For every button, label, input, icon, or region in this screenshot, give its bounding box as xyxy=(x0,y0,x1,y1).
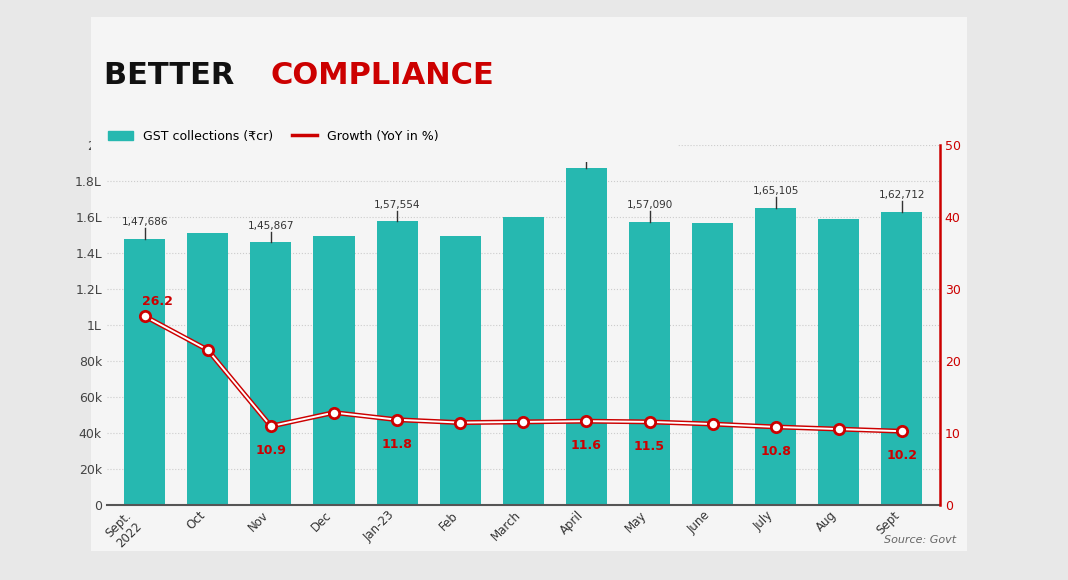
Point xyxy=(704,419,721,429)
Point xyxy=(641,417,658,426)
Text: BETTER COMPLIANCE: BETTER COMPLIANCE xyxy=(123,60,138,61)
Text: 1,62,712: 1,62,712 xyxy=(879,190,925,200)
Text: BETTER: BETTER xyxy=(104,61,245,90)
Bar xyxy=(440,235,481,505)
Legend: GST collections (₹cr), Growth (YoY in %): GST collections (₹cr), Growth (YoY in %) xyxy=(103,125,443,148)
Bar xyxy=(818,219,860,505)
Point xyxy=(136,311,153,321)
Text: 1,45,867: 1,45,867 xyxy=(248,220,294,231)
Text: 11.5: 11.5 xyxy=(634,440,665,453)
Point xyxy=(894,427,911,436)
Text: 1,57,090: 1,57,090 xyxy=(627,201,673,211)
Bar xyxy=(377,222,418,505)
Text: 11.6: 11.6 xyxy=(571,439,602,452)
Bar xyxy=(314,236,355,505)
Text: 1,87,035: 1,87,035 xyxy=(563,147,610,157)
Text: 10.9: 10.9 xyxy=(255,444,286,457)
Text: 1,47,686: 1,47,686 xyxy=(122,218,168,227)
Bar xyxy=(250,242,292,505)
Text: 10.8: 10.8 xyxy=(760,445,791,458)
Point xyxy=(389,415,406,425)
Point xyxy=(326,408,343,417)
Bar xyxy=(566,168,607,505)
Point xyxy=(830,425,847,434)
Text: 1,57,554: 1,57,554 xyxy=(374,200,421,209)
Text: COMPLIANCE: COMPLIANCE xyxy=(270,61,494,90)
Bar xyxy=(503,217,544,505)
Point xyxy=(767,422,784,432)
Text: Source: Govt: Source: Govt xyxy=(883,535,956,545)
Bar xyxy=(124,239,166,505)
Text: 26.2: 26.2 xyxy=(142,295,173,308)
Point xyxy=(263,422,280,431)
Point xyxy=(200,345,217,354)
Text: 10.2: 10.2 xyxy=(886,450,917,462)
Bar xyxy=(629,222,670,505)
Text: 11.8: 11.8 xyxy=(381,438,412,451)
Text: 1,65,105: 1,65,105 xyxy=(753,186,799,196)
Point xyxy=(578,416,595,426)
Bar xyxy=(755,208,797,505)
Point xyxy=(515,417,532,426)
Point xyxy=(452,418,469,427)
Bar xyxy=(692,223,733,505)
Bar xyxy=(881,212,923,505)
Bar xyxy=(187,233,229,505)
